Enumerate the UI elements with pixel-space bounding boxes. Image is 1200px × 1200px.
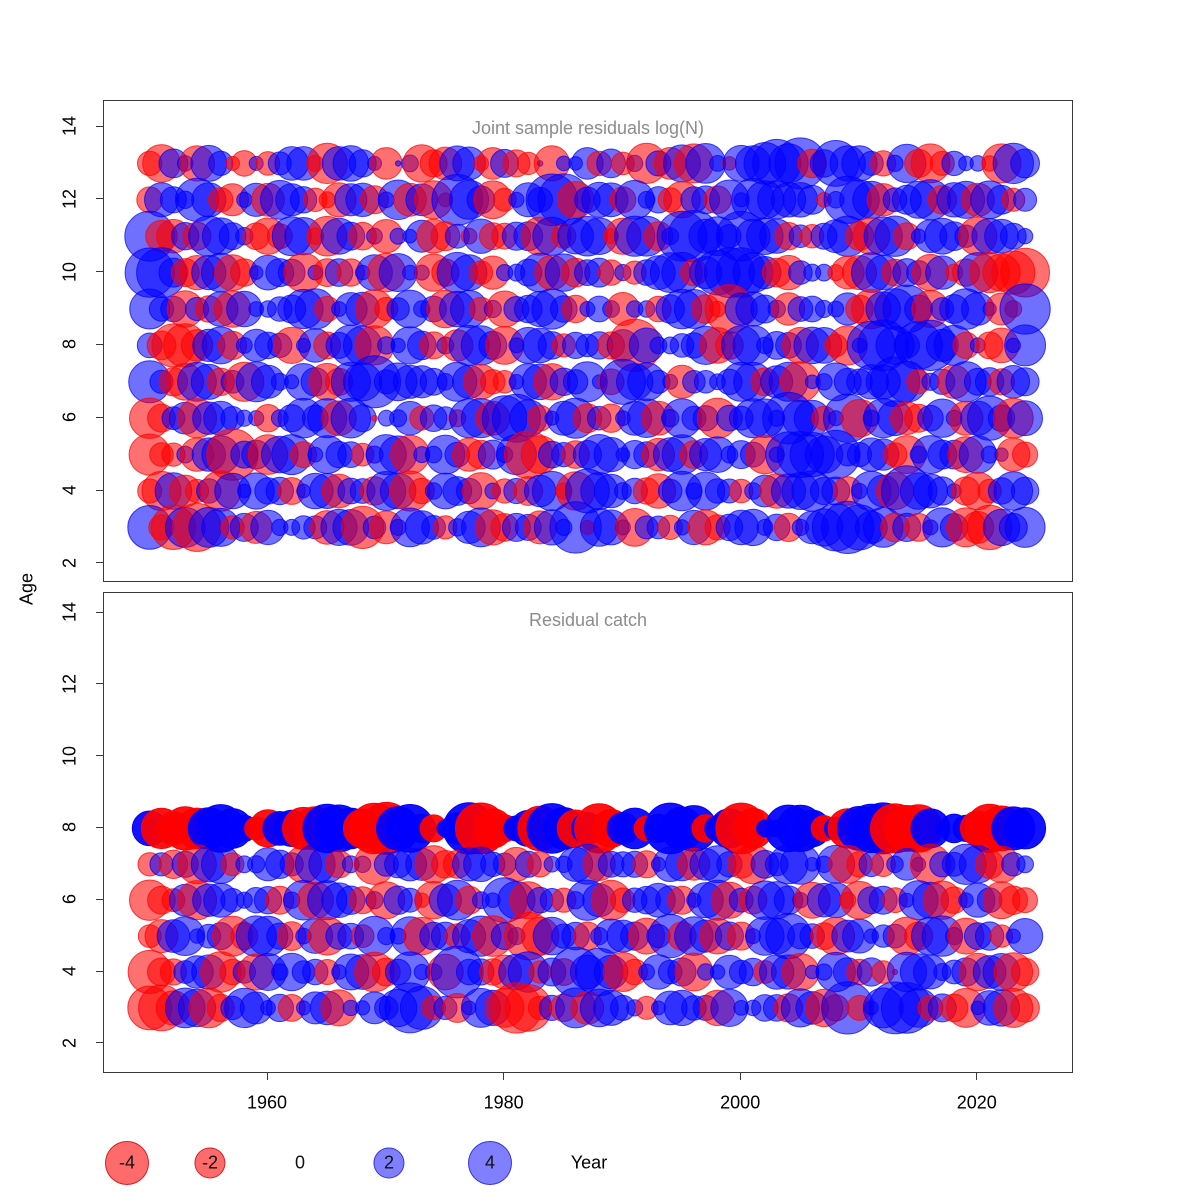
legend-bubble-2 (373, 1147, 405, 1179)
y-tick-label: 14 (59, 115, 80, 137)
panel-residual-catch: Residual catch (103, 592, 1073, 1073)
residual-bubble (1007, 918, 1044, 955)
legend-label--2: -2 (201, 1152, 219, 1173)
y-tick-label: 4 (59, 484, 80, 496)
y-tick-mark (96, 343, 103, 345)
residual-bubble (394, 160, 402, 167)
legend-label--4: -4 (118, 1152, 136, 1173)
y-tick-label: 8 (59, 822, 80, 833)
x-axis-label: Year (570, 1152, 608, 1173)
residual-bubble (1004, 506, 1046, 548)
residual-bubble (1010, 367, 1040, 397)
y-tick-label: 6 (59, 894, 80, 905)
residual-bubble (1004, 324, 1047, 367)
panel-title-residual-catch: Residual catch (528, 610, 648, 630)
residual-bubble (1013, 187, 1038, 212)
y-tick-label: 4 (59, 965, 80, 977)
bubble-plot-log-n (124, 137, 1051, 554)
legend-label-2: 2 (383, 1152, 395, 1173)
y-tick-mark (96, 125, 103, 127)
residual-bubble (1010, 957, 1040, 987)
y-tick-mark (96, 1042, 103, 1044)
y-tick-label: 10 (59, 745, 80, 766)
panel-joint-residuals: Joint sample residuals log(N) (103, 100, 1073, 582)
residual-bubble (1010, 993, 1040, 1023)
y-tick-label: 14 (59, 601, 80, 623)
y-tick-label: 2 (59, 557, 80, 568)
legend-bubble--4 (105, 1141, 149, 1185)
residual-bubble (1016, 855, 1034, 874)
y-tick-mark (96, 683, 103, 685)
residual-bubble (1012, 887, 1038, 914)
residual-bubble (1012, 441, 1039, 468)
residual-bubble (1010, 148, 1040, 179)
y-tick-label: 10 (59, 261, 80, 282)
y-tick-mark (96, 826, 103, 828)
y-tick-mark (96, 611, 103, 613)
x-tick-mark (503, 1073, 505, 1080)
legend-bubble-4 (468, 1141, 512, 1185)
y-tick-label: 12 (59, 188, 80, 209)
legend-label-4: 4 (484, 1152, 496, 1173)
x-tick-mark (266, 1073, 268, 1080)
y-tick-label: 6 (59, 412, 80, 423)
y-tick-mark (96, 198, 103, 200)
residual-bubble (1010, 476, 1040, 506)
residual-bubble (1007, 400, 1043, 437)
residual-bubble (1004, 807, 1047, 850)
y-tick-mark (96, 562, 103, 564)
y-tick-mark (96, 271, 103, 273)
residual-bubble (371, 414, 378, 422)
y-tick-label: 2 (59, 1037, 80, 1048)
y-axis-label: Age (16, 572, 37, 606)
legend-bubble--2 (194, 1147, 226, 1179)
y-tick-mark (96, 489, 103, 491)
x-tick-label: 1960 (246, 1092, 288, 1113)
y-tick-mark (96, 416, 103, 418)
x-tick-mark (976, 1073, 978, 1080)
y-tick-label: 8 (59, 339, 80, 350)
x-tick-label: 1980 (483, 1092, 524, 1113)
y-tick-label: 12 (59, 673, 80, 694)
x-tick-label: 2020 (956, 1092, 997, 1113)
residual-bubble (1016, 228, 1034, 245)
panel-title-joint-residuals: Joint sample residuals log(N) (471, 118, 705, 138)
x-tick-mark (739, 1073, 741, 1080)
legend-label-0: 0 (294, 1152, 306, 1173)
y-tick-mark (96, 755, 103, 757)
y-tick-mark (96, 898, 103, 900)
bubble-plot-catch (127, 801, 1047, 1035)
x-tick-label: 2000 (720, 1092, 761, 1113)
y-tick-mark (96, 970, 103, 972)
